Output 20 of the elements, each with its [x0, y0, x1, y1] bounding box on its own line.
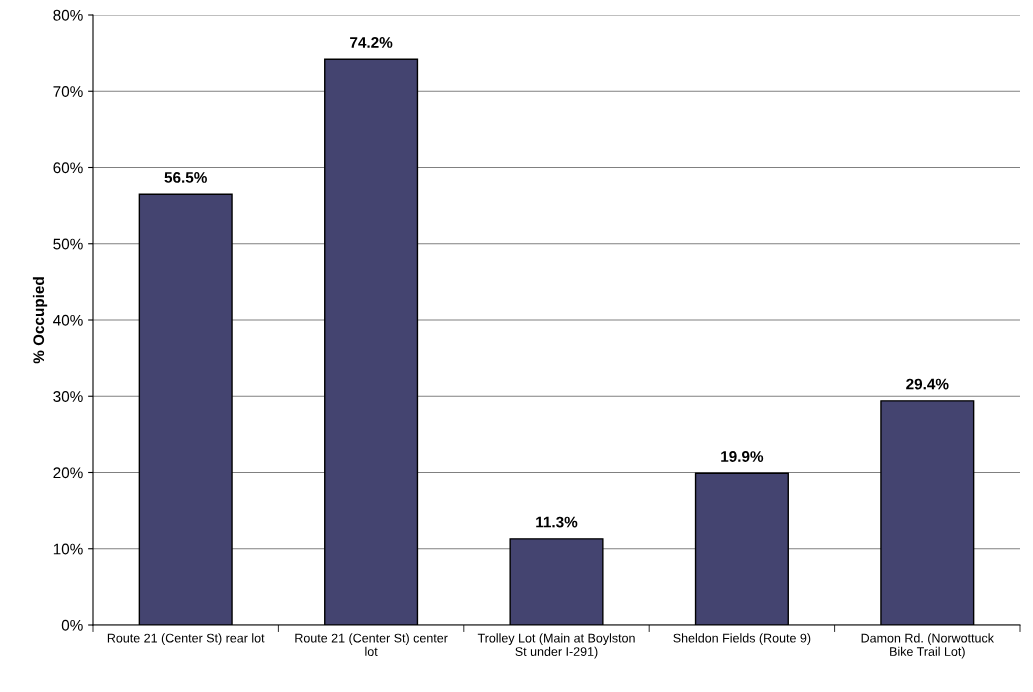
data-label: 11.3%: [536, 516, 578, 528]
y-tick-label: 40%: [53, 314, 83, 326]
y-tick-label: 80%: [53, 9, 83, 21]
x-tick-label: Damon Rd. (Norwottuck Bike Trail Lot): [861, 633, 995, 659]
x-tick-label: Route 21 (Center St) rear lot: [107, 633, 265, 645]
x-tick-label: Sheldon Fields (Route 9): [673, 633, 811, 645]
y-tick-label: 30%: [53, 391, 83, 402]
y-tick-label: 20%: [53, 467, 83, 479]
x-tick-label: Route 21 (Center St) center lot: [295, 633, 448, 656]
y-tick-label: 50%: [53, 238, 83, 250]
x-tick-label: Trolley Lot (Main at Boylston St under I-291): [477, 633, 635, 659]
y-axis-title: % Occupied: [32, 277, 48, 364]
y-tick-label: 60%: [53, 162, 83, 174]
y-tick-label: 0%: [61, 619, 83, 631]
data-label: 19.9%: [721, 451, 764, 462]
data-label: 74.2%: [350, 37, 393, 48]
y-tick-label: 70%: [53, 86, 83, 97]
y-tick-label: 10%: [53, 543, 83, 555]
data-label: 29.4%: [906, 378, 949, 390]
data-label: 56.5%: [164, 172, 207, 183]
